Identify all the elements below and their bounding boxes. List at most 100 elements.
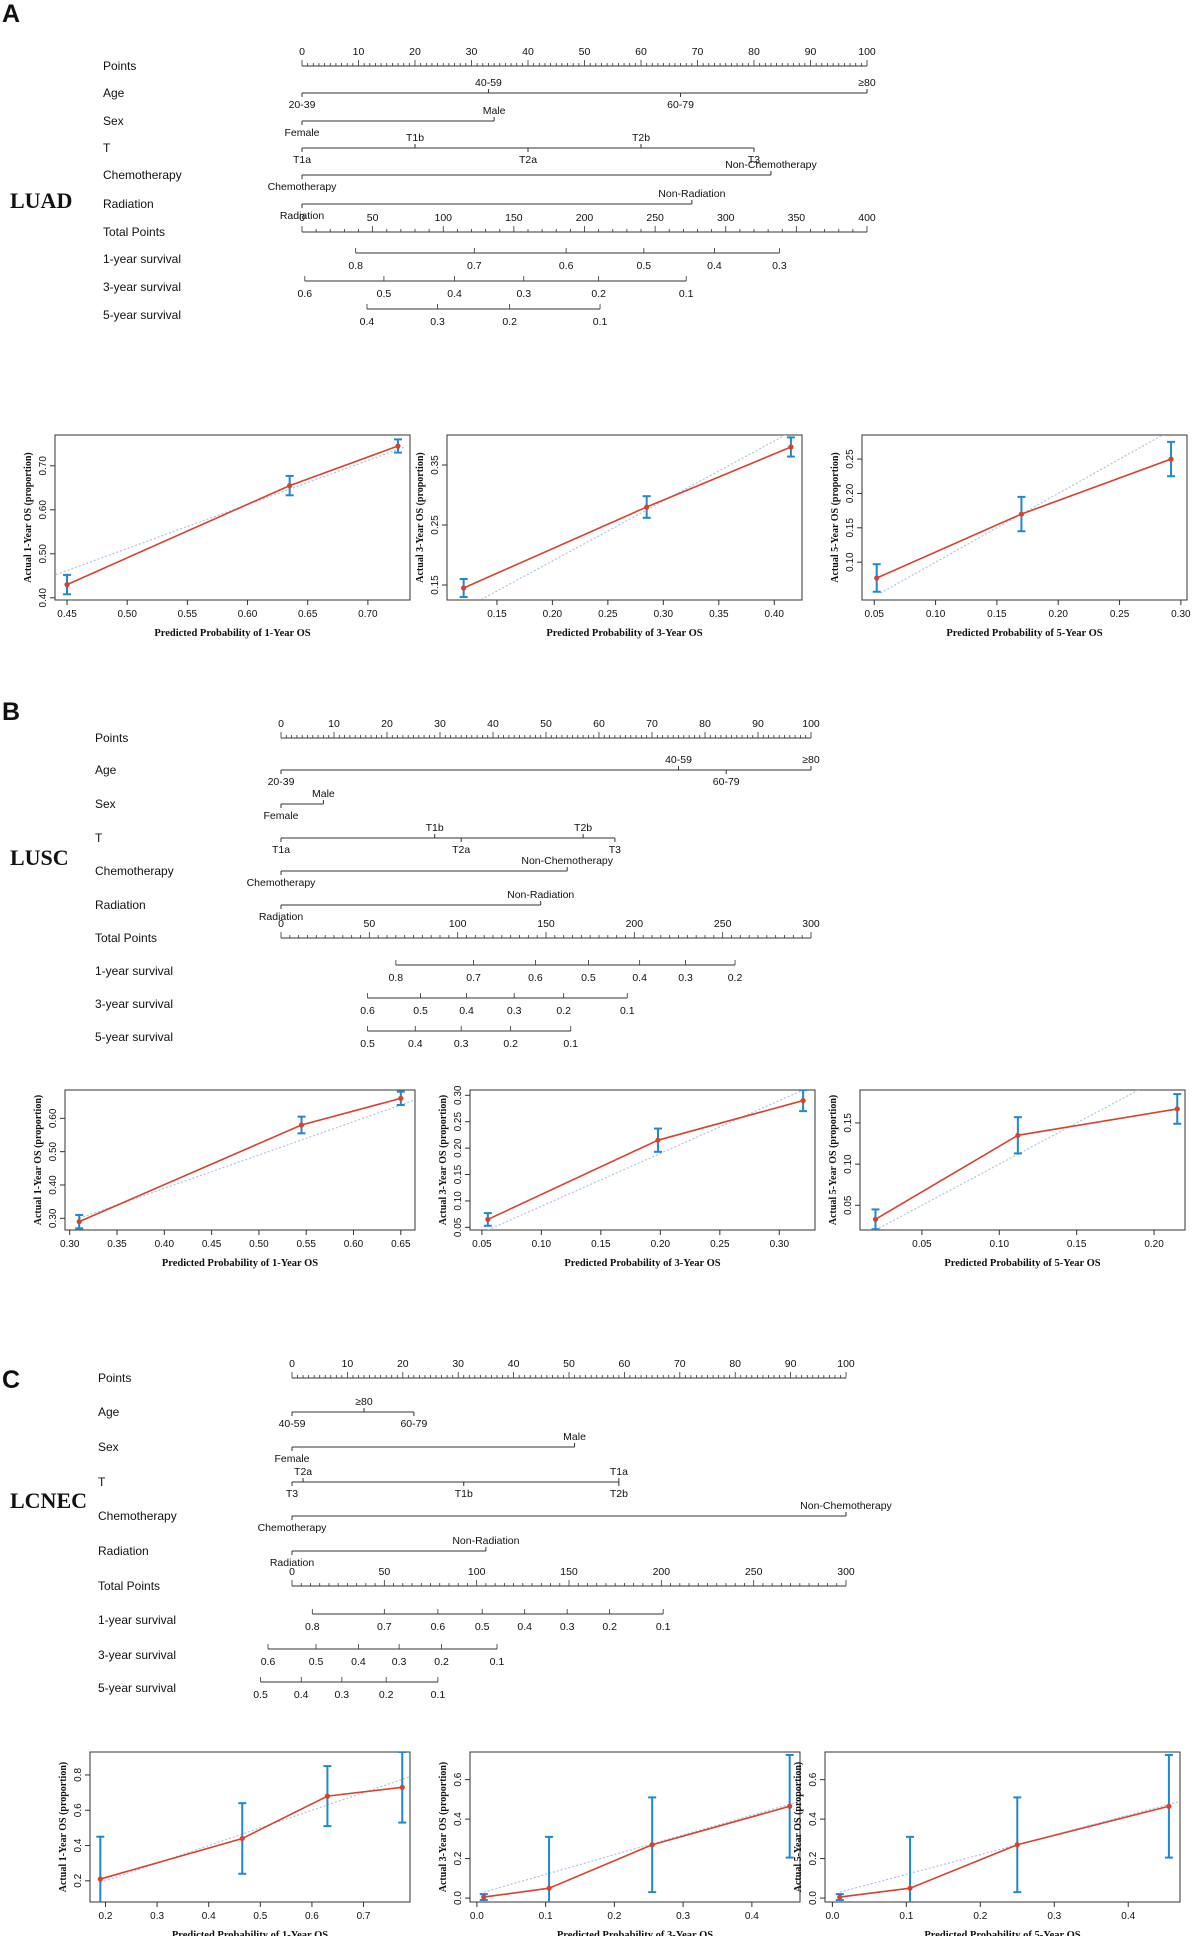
y-tick-label: 0.25 <box>845 449 856 469</box>
variable-level-label: T1a <box>293 154 311 166</box>
variable-level-label: Male <box>563 1431 586 1443</box>
scale-tick-label: 70 <box>646 718 658 730</box>
plot-frame <box>859 1089 1186 1231</box>
ideal-reference-line <box>839 1800 1180 1893</box>
scale-tick-label: 40 <box>508 1358 520 1370</box>
survival-tick-label: 0.6 <box>360 1005 375 1017</box>
data-point <box>481 1894 487 1900</box>
scale-tick-label: 20 <box>397 1358 409 1370</box>
survival-tick-label: 0.4 <box>459 1005 474 1017</box>
ideal-reference-line <box>880 435 1164 594</box>
nomogram-row-label: Total Points <box>95 931 157 945</box>
nomogram-row-label: Chemotherapy <box>98 1509 177 1523</box>
calibration-line <box>876 458 1172 579</box>
survival-tick-label: 0.2 <box>591 288 606 300</box>
y-tick-label: 0.40 <box>48 1175 59 1195</box>
scale-tick-label: 60 <box>635 46 647 58</box>
variable-level-label: T2b <box>574 822 592 834</box>
cohort-label: LCNEC <box>10 1488 87 1513</box>
survival-tick-label: 0.7 <box>466 972 481 984</box>
x-axis-title: Predicted Probability of 3-Year OS <box>557 1930 713 1936</box>
variable-level-label: Non-Radiation <box>452 1535 519 1547</box>
y-tick-label: 0.70 <box>38 456 49 476</box>
variable-level-label: T2b <box>610 1488 628 1500</box>
variable-level-label: 20-39 <box>289 99 316 111</box>
variable-level-label: T1a <box>610 1466 628 1478</box>
scale-tick-label: 90 <box>785 1358 797 1370</box>
data-point <box>395 443 401 449</box>
x-tick-label: 0.5 <box>253 1911 267 1922</box>
plot-frame <box>469 1089 816 1231</box>
ideal-reference-line <box>100 1776 410 1884</box>
scale-tick-label: 20 <box>409 46 421 58</box>
scale-tick-label: 60 <box>619 1358 631 1370</box>
nomogram-row-label: 1-year survival <box>95 964 173 978</box>
plot-frame <box>54 434 411 601</box>
survival-tick-label: 0.7 <box>467 260 482 272</box>
scale-tick-label: 0 <box>299 212 305 224</box>
nomogram-row-label: Total Points <box>98 1579 160 1593</box>
panel-a: A LUAD Points 0 10 20 30 40 50 60 70 80 90 100 Age 20-3… <box>2 0 1191 639</box>
nomogram-row-label: 3-year survival <box>103 280 181 294</box>
y-tick-label: 0.15 <box>843 1113 854 1133</box>
x-tick-label: 0.45 <box>202 1239 222 1250</box>
survival-tick-label: 0.6 <box>298 288 313 300</box>
y-tick-label: 0.60 <box>38 500 49 520</box>
nomogram-row-label: Sex <box>98 1440 119 1454</box>
variable-level-label: Male <box>312 788 335 800</box>
survival-tick-label: 0.1 <box>563 1038 578 1050</box>
variable-level-label: Non-Radiation <box>658 188 725 200</box>
x-tick-label: 0.45 <box>57 609 77 620</box>
scale-tick-label: 70 <box>692 46 704 58</box>
x-tick-label: 0.10 <box>532 1239 552 1250</box>
y-tick-label: 0.50 <box>48 1141 59 1161</box>
variable-level-label: Female <box>274 1453 309 1465</box>
x-tick-label: 0.15 <box>987 609 1007 620</box>
survival-tick-label: 0.3 <box>454 1038 469 1050</box>
survival-tick-label: 0.1 <box>431 1689 446 1701</box>
survival-tick-label: 0.4 <box>351 1656 366 1668</box>
survival-tick-label: 0.5 <box>637 260 652 272</box>
y-tick-label: 0.6 <box>808 1772 819 1786</box>
x-tick-label: 0.25 <box>1110 609 1130 620</box>
y-tick-label: 0.15 <box>845 518 856 538</box>
y-tick-label: 0.20 <box>453 1138 464 1158</box>
scale-tick-label: 200 <box>576 212 594 224</box>
data-point <box>1168 456 1174 462</box>
scale-tick-label: 0 <box>278 918 284 930</box>
survival-tick-label: 0.8 <box>305 1621 320 1633</box>
variable-level-label: 40-59 <box>665 754 692 766</box>
x-tick-label: 0.40 <box>155 1239 175 1250</box>
scale-tick-label: 80 <box>748 46 760 58</box>
data-point <box>1015 1132 1021 1138</box>
scale-tick-label: 0 <box>278 718 284 730</box>
scale-tick-label: 300 <box>802 918 820 930</box>
scale-tick-label: 30 <box>466 46 478 58</box>
nomogram-row-label: Age <box>103 86 125 100</box>
calibration-plot: 0.15 0.20 0.25 0.30 0.35 0.40 0.15 0.25 0.35 Pred… <box>415 434 803 639</box>
scale-tick-label: 150 <box>537 918 555 930</box>
survival-tick-label: 0.5 <box>377 288 392 300</box>
survival-tick-label: 0.5 <box>581 972 596 984</box>
survival-tick-label: 0.2 <box>728 972 743 984</box>
scale-tick-label: 20 <box>381 718 393 730</box>
y-tick-label: 0.4 <box>453 1812 464 1826</box>
variable-level-label: Male <box>483 105 506 117</box>
scale-tick-label: 10 <box>353 46 365 58</box>
nomogram-row-label: T <box>95 831 103 845</box>
variable-level-label: T1b <box>406 132 424 144</box>
survival-tick-label: 0.4 <box>707 260 722 272</box>
plot-area <box>459 435 795 600</box>
y-tick-label: 0.40 <box>38 588 49 608</box>
calibration-line <box>100 1786 403 1880</box>
scale-tick-label: 30 <box>434 718 446 730</box>
survival-tick-label: 0.2 <box>556 1005 571 1017</box>
x-tick-label: 0.60 <box>238 609 258 620</box>
nomogram-row-label: Age <box>95 763 117 777</box>
nomogram-row-label: 3-year survival <box>98 1648 176 1662</box>
variable-level-label: T2b <box>632 132 650 144</box>
variable-level-label: Radiation <box>280 210 325 222</box>
data-point <box>1166 1803 1172 1809</box>
data-point <box>485 1216 491 1223</box>
